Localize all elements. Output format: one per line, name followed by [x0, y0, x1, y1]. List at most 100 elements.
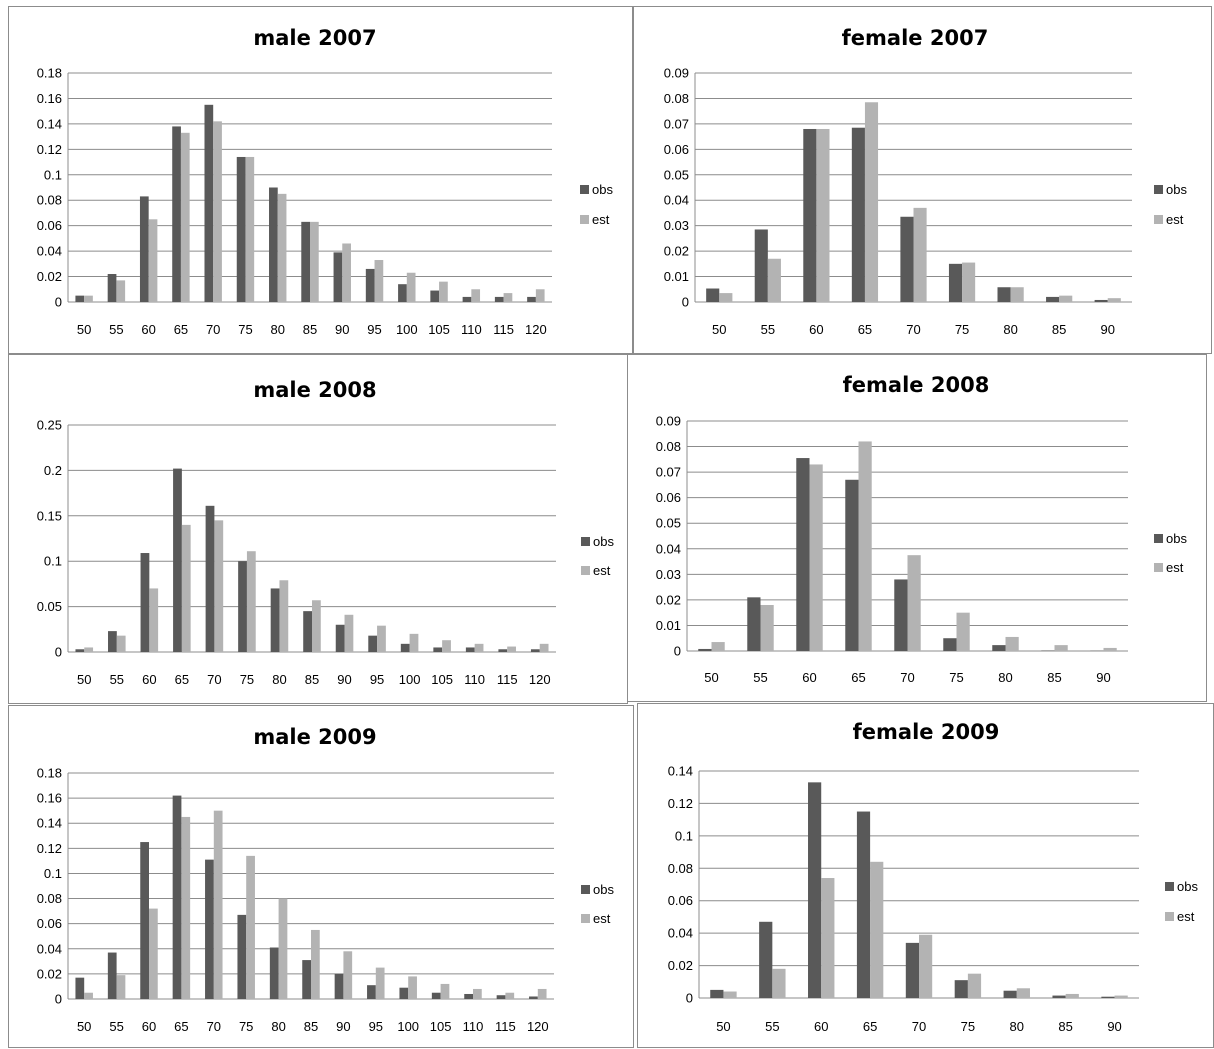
bar-obs-75 — [943, 638, 956, 651]
x-tick-label: 85 — [304, 1019, 318, 1034]
bar-obs-55 — [755, 229, 768, 302]
bar-est-65 — [859, 441, 872, 651]
legend-swatch-obs — [1154, 534, 1163, 543]
bar-obs-95 — [367, 985, 376, 999]
y-tick-label: 0.18 — [37, 66, 62, 81]
legend-swatch-est — [1154, 215, 1163, 224]
x-tick-label: 120 — [525, 322, 547, 337]
x-tick-label: 105 — [428, 322, 450, 337]
x-tick-label: 55 — [765, 1019, 779, 1034]
y-tick-label: 0.02 — [668, 958, 693, 973]
bar-obs-100 — [399, 988, 408, 999]
legend-label-obs: obs — [1166, 182, 1187, 197]
bar-obs-70 — [205, 860, 214, 999]
y-tick-label: 0.02 — [37, 269, 62, 284]
bar-obs-110 — [463, 297, 472, 302]
chart-title: male 2007 — [253, 26, 376, 50]
x-tick-label: 65 — [175, 672, 189, 687]
bar-obs-85 — [301, 222, 310, 302]
bar-est-75 — [962, 263, 975, 302]
bar-est-120 — [540, 644, 549, 652]
legend-swatch-est — [581, 566, 590, 575]
chart-female-2007: female 200700.010.020.030.040.050.060.07… — [634, 7, 1211, 353]
bar-obs-80 — [271, 588, 280, 652]
bar-obs-110 — [464, 994, 473, 999]
bar-obs-55 — [747, 597, 760, 651]
bar-obs-65 — [173, 469, 182, 652]
bar-est-75 — [968, 974, 981, 998]
y-tick-label: 0.02 — [37, 966, 62, 981]
legend-label-obs: obs — [592, 182, 613, 197]
bar-est-105 — [441, 984, 450, 999]
y-tick-label: 0.1 — [44, 866, 62, 881]
x-tick-label: 50 — [704, 670, 718, 685]
x-tick-label: 70 — [207, 672, 221, 687]
bar-obs-65 — [845, 480, 858, 651]
bar-obs-80 — [270, 948, 279, 999]
y-tick-label: 0.1 — [44, 167, 62, 182]
y-tick-label: 0.01 — [656, 618, 681, 633]
x-tick-label: 50 — [77, 672, 91, 687]
x-tick-label: 75 — [961, 1019, 975, 1034]
bar-est-50 — [719, 293, 732, 302]
bar-obs-50 — [75, 978, 84, 999]
legend-swatch-est — [580, 215, 589, 224]
bar-est-55 — [772, 969, 785, 998]
bar-est-90 — [1115, 996, 1128, 998]
x-tick-label: 65 — [174, 322, 188, 337]
x-tick-label: 80 — [1003, 322, 1017, 337]
bar-est-80 — [279, 899, 288, 999]
x-tick-label: 80 — [271, 1019, 285, 1034]
bar-obs-55 — [759, 922, 772, 998]
bar-obs-60 — [803, 129, 816, 302]
x-tick-label: 105 — [430, 1019, 452, 1034]
x-tick-label: 90 — [337, 672, 351, 687]
bar-est-105 — [439, 282, 448, 302]
legend-swatch-obs — [581, 885, 590, 894]
bar-obs-50 — [706, 289, 719, 302]
bar-obs-90 — [336, 625, 345, 652]
bar-obs-75 — [949, 264, 962, 302]
y-tick-label: 0 — [682, 295, 689, 310]
x-tick-label: 85 — [303, 322, 317, 337]
legend-swatch-est — [1154, 563, 1163, 572]
chart-title: female 2007 — [842, 26, 989, 50]
legend-swatch-est — [581, 914, 590, 923]
bar-est-70 — [214, 520, 223, 652]
x-tick-label: 110 — [464, 672, 485, 687]
chart-female-2008: female 200800.010.020.030.040.050.060.07… — [628, 355, 1206, 701]
x-tick-label: 75 — [955, 322, 969, 337]
bar-obs-90 — [334, 252, 343, 302]
y-tick-label: 0.04 — [656, 541, 681, 556]
bar-obs-55 — [108, 953, 117, 999]
bar-est-110 — [471, 289, 480, 302]
bar-obs-115 — [498, 649, 507, 652]
y-tick-label: 0.04 — [37, 941, 62, 956]
bar-obs-70 — [900, 217, 913, 302]
bar-obs-85 — [303, 611, 312, 652]
legend-swatch-obs — [581, 537, 590, 546]
bar-est-85 — [312, 600, 321, 652]
bar-obs-70 — [204, 105, 213, 302]
x-tick-label: 70 — [912, 1019, 926, 1034]
bar-obs-115 — [497, 995, 506, 999]
x-tick-label: 60 — [141, 322, 155, 337]
y-tick-label: 0.05 — [37, 599, 62, 614]
y-tick-label: 0.05 — [656, 516, 681, 531]
bar-obs-60 — [808, 782, 821, 998]
bar-est-95 — [377, 626, 386, 652]
y-tick-label: 0.06 — [668, 893, 693, 908]
x-tick-label: 55 — [761, 322, 775, 337]
y-tick-label: 0.08 — [37, 891, 62, 906]
bar-est-90 — [343, 951, 352, 999]
x-tick-label: 120 — [529, 672, 551, 687]
bar-obs-105 — [433, 647, 442, 652]
y-tick-label: 0 — [674, 644, 681, 659]
bar-est-85 — [1055, 645, 1068, 651]
x-tick-label: 50 — [716, 1019, 730, 1034]
x-tick-label: 110 — [461, 322, 482, 337]
x-tick-label: 55 — [753, 670, 767, 685]
bar-est-50 — [84, 296, 93, 302]
